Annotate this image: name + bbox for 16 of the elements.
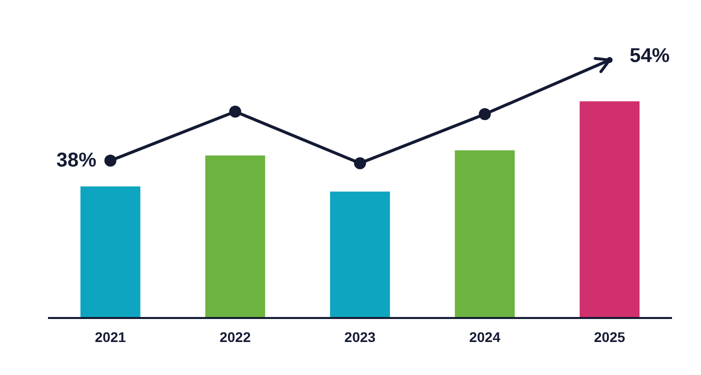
bar [454, 150, 515, 318]
bar [580, 101, 640, 318]
point [229, 106, 242, 118]
x-tick-label: 2025 [594, 329, 626, 345]
point [478, 108, 491, 120]
bar [80, 186, 140, 318]
x-tick-label: 2022 [220, 329, 251, 345]
annotation: 38% [56, 150, 97, 172]
bar [330, 192, 390, 318]
bar [205, 155, 266, 318]
annotation: 54% [630, 45, 670, 67]
x-tick-label: 2024 [469, 329, 501, 345]
x-tick-label: 2021 [94, 329, 126, 345]
point [354, 157, 366, 170]
point [104, 154, 116, 167]
x-tick-label: 2023 [344, 329, 376, 345]
